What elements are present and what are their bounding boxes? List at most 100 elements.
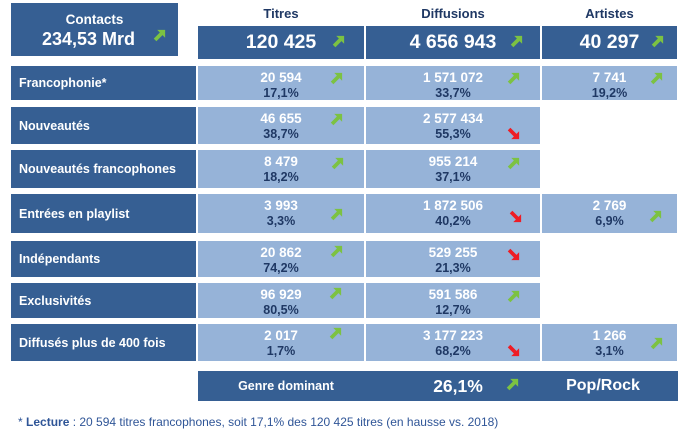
cell-percent: 17,1% <box>263 86 299 100</box>
trend-arrow-icon <box>649 337 663 351</box>
trend-arrow-icon <box>331 35 345 49</box>
trend-arrow-icon <box>648 210 662 224</box>
cell-percent: 37,1% <box>435 170 471 184</box>
cell-percent: 80,5% <box>263 303 299 317</box>
total-diffusions: 4 656 943 <box>366 26 540 59</box>
cell-diffusions: 591 586 12,7% <box>366 283 540 318</box>
row-label-nouveautes: Nouveautés <box>11 107 196 144</box>
cell-value: 2 577 434 <box>422 111 484 126</box>
genre-dominant-banner: Genre dominant 26,1% Pop/Rock <box>198 371 678 401</box>
cell-artistes: 2 769 6,9% <box>542 194 677 233</box>
cell-value: 3 177 223 <box>422 328 484 343</box>
trend-arrow-icon <box>649 72 663 86</box>
cell-percent: 55,3% <box>435 127 471 141</box>
trend-arrow-icon <box>506 126 520 140</box>
trend-arrow-icon <box>506 290 520 304</box>
cell-diffusions: 955 214 37,1% <box>366 150 540 188</box>
trend-arrow-icon <box>330 157 344 171</box>
cell-value: 529 255 <box>428 245 478 260</box>
footnote: * Lecture : 20 594 titres francophones, … <box>18 415 498 429</box>
cell-value: 1 571 072 <box>422 70 484 85</box>
cell-titres: 20 594 17,1% <box>198 66 364 100</box>
trend-arrow-icon <box>329 72 343 86</box>
cell-artistes: 1 266 3,1% <box>542 324 677 361</box>
cell-percent: 21,3% <box>435 261 471 275</box>
footnote-bold: Lecture <box>26 415 70 429</box>
cell-percent: 18,2% <box>263 170 299 184</box>
cell-titres: 96 929 80,5% <box>198 283 364 318</box>
cell-titres: 8 479 18,2% <box>198 150 364 188</box>
trend-arrow-icon <box>329 113 343 127</box>
trend-arrow-icon <box>505 378 519 392</box>
cell-percent: 3,3% <box>266 214 296 228</box>
cell-titres: 2 017 1,7% <box>198 324 364 361</box>
cell-value: 2 017 <box>264 328 298 343</box>
trend-arrow-icon <box>506 157 520 171</box>
trend-arrow-icon <box>329 208 343 222</box>
cell-diffusions: 529 255 21,3% <box>366 241 540 277</box>
cell-value: 3 993 <box>264 198 298 213</box>
cell-value: 46 655 <box>260 111 302 126</box>
trend-arrow-icon <box>509 35 523 49</box>
cell-titres: 20 862 74,2% <box>198 241 364 277</box>
cell-diffusions: 3 177 223 68,2% <box>366 324 540 361</box>
cell-value: 20 862 <box>260 245 302 260</box>
cell-value: 20 594 <box>260 70 302 85</box>
cell-value: 2 769 <box>592 198 627 213</box>
genre-dominant-value: Pop/Rock <box>566 377 640 394</box>
trend-arrow-icon <box>508 209 522 223</box>
cell-percent: 19,2% <box>591 86 628 100</box>
total-titres: 120 425 <box>198 26 364 59</box>
cell-titres: 3 993 3,3% <box>198 194 364 233</box>
row-label-nouveautes-francophones: Nouveautés francophones <box>11 150 196 188</box>
cell-percent: 68,2% <box>435 344 471 358</box>
cell-percent: 6,9% <box>595 214 624 228</box>
row-label-independants: Indépendants <box>11 241 196 277</box>
cell-percent: 12,7% <box>435 303 471 317</box>
contacts-value: 234,53 Mrd <box>41 29 136 49</box>
cell-diffusions: 1 872 506 40,2% <box>366 194 540 233</box>
genre-dominant-percent: 26,1% <box>433 376 483 396</box>
footnote-text: : 20 594 titres francophones, soit 17,1%… <box>69 415 499 429</box>
cell-diffusions: 2 577 434 55,3% <box>366 107 540 144</box>
row-label-entrees-en-playlist: Entrées en playlist <box>11 194 196 233</box>
trend-arrow-icon <box>506 343 520 357</box>
cell-value: 591 586 <box>428 287 478 302</box>
cell-value: 8 479 <box>264 154 298 169</box>
cell-value: 7 741 <box>592 70 627 85</box>
cell-value: 1 872 506 <box>422 198 484 213</box>
trend-arrow-icon <box>506 247 520 261</box>
cell-percent: 1,7% <box>266 344 296 358</box>
cell-artistes: 7 741 19,2% <box>542 66 677 100</box>
genre-dominant-label: Genre dominant <box>238 379 334 393</box>
cell-percent: 38,7% <box>263 127 299 141</box>
total-value: 4 656 943 <box>409 31 497 53</box>
column-header-titres: Titres <box>263 6 299 21</box>
row-label-francophonie: Francophonie* <box>11 66 196 100</box>
trend-arrow-icon <box>329 245 343 259</box>
cell-value: 1 266 <box>592 328 627 343</box>
column-header-diffusions: Diffusions <box>421 6 485 21</box>
footnote-star: * <box>18 415 27 429</box>
contacts-label: Contacts <box>65 12 124 27</box>
contacts-box: Contacts 234,53 Mrd <box>11 3 178 56</box>
trend-arrow-icon <box>328 327 342 341</box>
cell-percent: 74,2% <box>263 261 299 275</box>
cell-diffusions: 1 571 072 33,7% <box>366 66 540 100</box>
cell-value: 96 929 <box>260 287 302 302</box>
row-label-diffuses-plus-de-400-fois: Diffusés plus de 400 fois <box>11 324 196 361</box>
trend-arrow-icon <box>650 35 664 49</box>
trend-arrow-icon <box>328 287 342 301</box>
total-value: 120 425 <box>245 31 317 53</box>
row-label-exclusivites: Exclusivités <box>11 283 196 318</box>
total-artistes: 40 297 <box>542 26 677 59</box>
trend-arrow-icon <box>152 29 166 43</box>
cell-percent: 3,1% <box>595 344 624 358</box>
cell-titres: 46 655 38,7% <box>198 107 364 144</box>
trend-arrow-icon <box>506 72 520 86</box>
cell-value: 955 214 <box>428 154 478 169</box>
total-value: 40 297 <box>579 31 640 53</box>
cell-percent: 40,2% <box>435 214 471 228</box>
cell-percent: 33,7% <box>435 86 471 100</box>
column-header-artistes: Artistes <box>585 6 634 21</box>
